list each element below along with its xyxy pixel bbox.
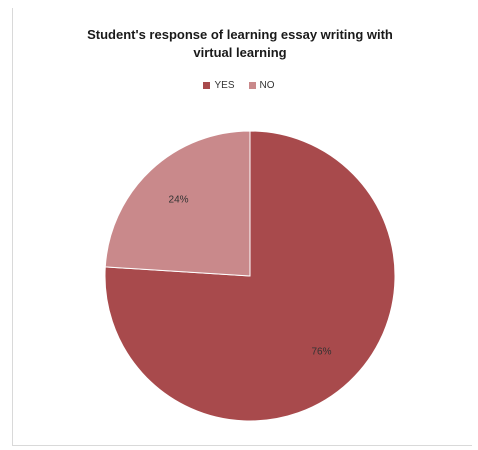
legend-swatch-no	[248, 82, 256, 89]
legend-label-no: NO	[259, 80, 275, 91]
legend-item-yes: YES	[203, 80, 235, 91]
chart-legend: YES NO	[0, 80, 478, 91]
data-label-yes: 76%	[311, 347, 331, 358]
chart-title-line-2: virtual learning	[193, 45, 287, 60]
legend-swatch-yes	[203, 82, 211, 89]
data-label-no: 24%	[169, 195, 189, 206]
legend-item-no: NO	[248, 80, 275, 91]
chart-title-line-1: Student's response of learning essay wri…	[87, 27, 393, 42]
pie-slice-no	[104, 130, 251, 277]
chart-title: Student's response of learning essay wri…	[40, 26, 440, 62]
chart-frame	[12, 8, 472, 446]
legend-label-yes: YES	[214, 80, 235, 91]
